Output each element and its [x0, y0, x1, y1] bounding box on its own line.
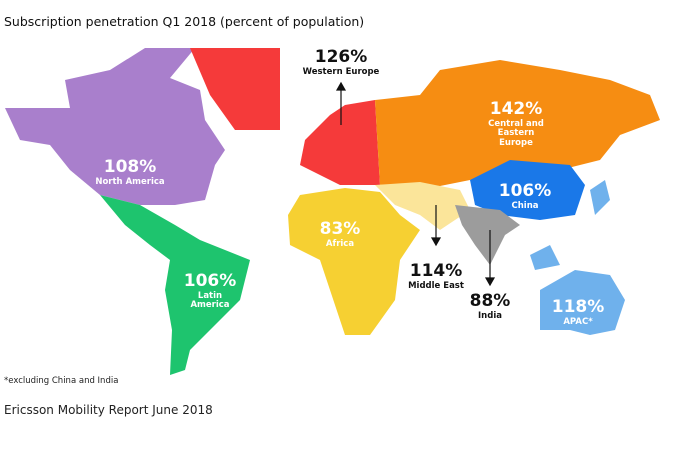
label-middle-east: 114% Middle East [408, 261, 464, 291]
label-central-eastern-europe: 142% Central and Eastern Europe [488, 99, 544, 149]
region-india [455, 205, 520, 265]
label-western-europe: 126% Western Europe [302, 47, 380, 77]
region-north-america [5, 48, 225, 205]
annotation-arrows [335, 81, 496, 287]
label-apac: 118% APAC* [551, 297, 605, 327]
region-greenland [190, 48, 280, 130]
region-apac [540, 270, 625, 335]
region-apac-japan [590, 180, 610, 215]
region-middle-east [375, 182, 470, 230]
footnote: *excluding China and India [4, 376, 119, 386]
label-china: 106% China [498, 181, 552, 211]
region-western-europe [300, 100, 380, 185]
label-india: 88% India [469, 291, 511, 321]
region-africa [288, 188, 420, 335]
label-north-america: 108% North America [95, 157, 165, 187]
region-central-eastern-europe [375, 60, 660, 190]
region-latin-america [100, 195, 250, 375]
label-africa: 83% Africa [319, 219, 361, 249]
chart-title: Subscription penetration Q1 2018 (percen… [4, 14, 365, 29]
region-china [470, 160, 585, 220]
label-latin-america: 106% Latin America [183, 271, 237, 311]
source-caption: Ericsson Mobility Report June 2018 [4, 403, 213, 417]
region-apac-islands [530, 245, 560, 270]
